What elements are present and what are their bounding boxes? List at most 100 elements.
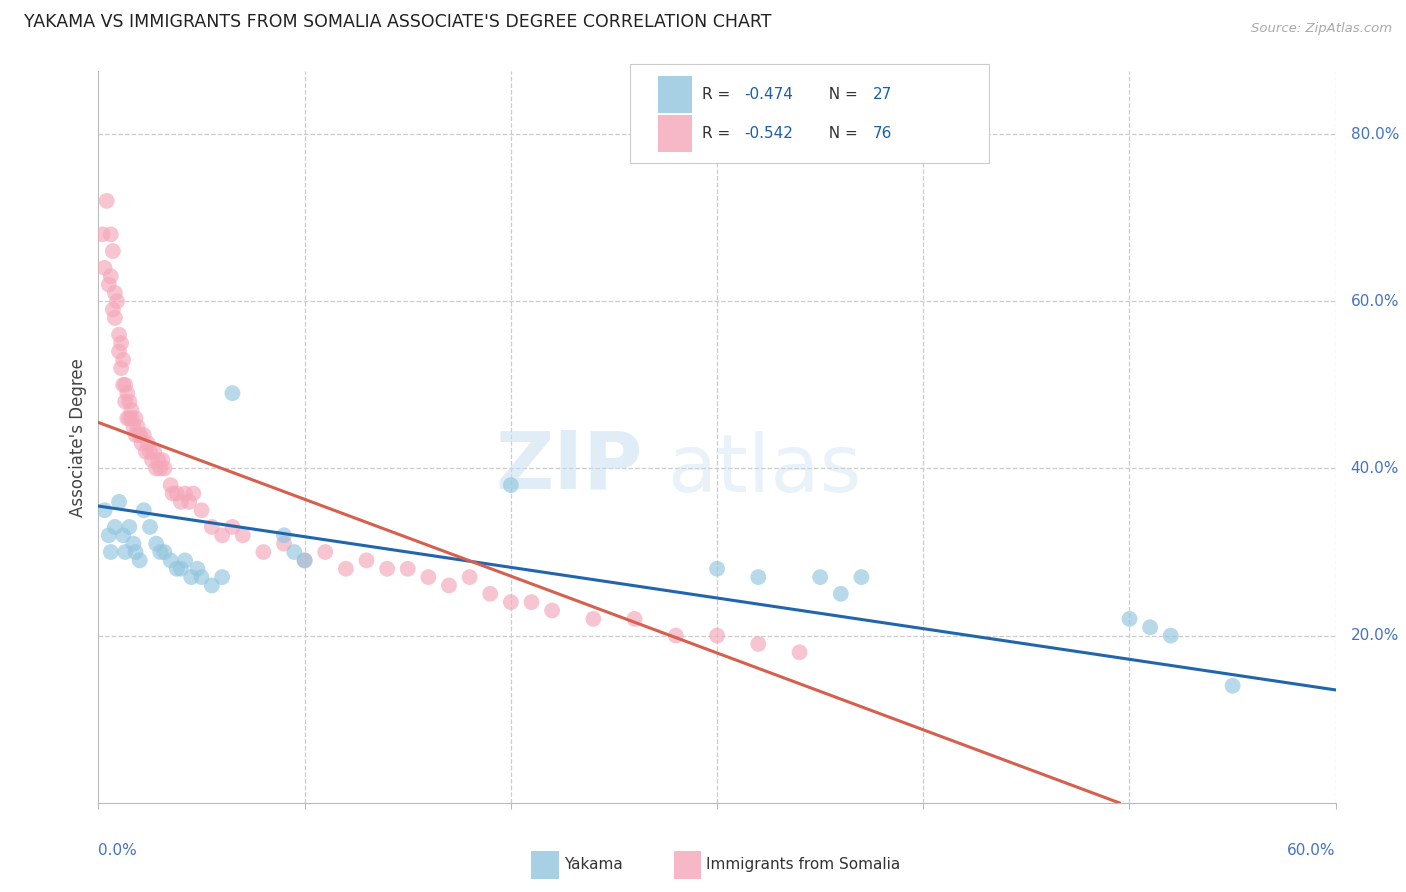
Point: [135, 444, 157, 458]
Point: [112, 352, 135, 367]
Y-axis label: Associate's Degree: Associate's Degree: [69, 358, 87, 516]
Point: [180, 570, 202, 584]
Point: [211, 570, 233, 584]
Point: [201, 520, 224, 534]
Point: [101, 302, 124, 317]
Point: [132, 503, 155, 517]
FancyBboxPatch shape: [658, 77, 692, 113]
Point: [623, 612, 645, 626]
Point: [108, 495, 131, 509]
Text: N =: N =: [818, 126, 862, 141]
Point: [100, 269, 122, 284]
Text: 76: 76: [873, 126, 893, 141]
Point: [143, 444, 166, 458]
Point: [252, 545, 274, 559]
Point: [150, 453, 173, 467]
Text: Immigrants from Somalia: Immigrants from Somalia: [706, 857, 900, 872]
Point: [101, 244, 124, 258]
Point: [120, 411, 142, 425]
Text: 0.0%: 0.0%: [98, 843, 138, 858]
Point: [396, 562, 419, 576]
Point: [789, 645, 811, 659]
Point: [139, 444, 162, 458]
Point: [437, 578, 460, 592]
Point: [153, 461, 176, 475]
Text: N =: N =: [818, 87, 862, 103]
Point: [97, 277, 120, 292]
Text: 40.0%: 40.0%: [1351, 461, 1399, 476]
Point: [96, 194, 118, 208]
Point: [124, 428, 146, 442]
Point: [335, 562, 357, 576]
Text: -0.474: -0.474: [744, 87, 793, 103]
Point: [232, 528, 254, 542]
Point: [458, 570, 481, 584]
Point: [314, 545, 336, 559]
Point: [706, 629, 728, 643]
Point: [174, 486, 197, 500]
Text: 60.0%: 60.0%: [1288, 843, 1336, 858]
Point: [105, 294, 128, 309]
Point: [104, 520, 127, 534]
Point: [124, 545, 146, 559]
Point: [294, 553, 316, 567]
Point: [520, 595, 543, 609]
Point: [110, 336, 132, 351]
Point: [112, 377, 135, 392]
Point: [273, 536, 295, 550]
Point: [145, 461, 167, 475]
Point: [112, 528, 135, 542]
Point: [141, 453, 163, 467]
Point: [706, 562, 728, 576]
Point: [1222, 679, 1244, 693]
Point: [100, 227, 122, 242]
Point: [375, 562, 398, 576]
Point: [110, 361, 132, 376]
Point: [541, 603, 564, 617]
Point: [356, 553, 378, 567]
Point: [1160, 629, 1182, 643]
Point: [159, 553, 181, 567]
Point: [170, 562, 193, 576]
Point: [118, 394, 141, 409]
Point: [1139, 620, 1161, 634]
Text: 80.0%: 80.0%: [1351, 127, 1399, 142]
Point: [179, 495, 201, 509]
Point: [118, 520, 141, 534]
Point: [108, 344, 131, 359]
FancyBboxPatch shape: [658, 115, 692, 152]
Point: [120, 403, 142, 417]
Point: [117, 386, 139, 401]
Text: R =: R =: [702, 87, 735, 103]
Point: [108, 327, 131, 342]
Point: [418, 570, 440, 584]
Point: [114, 394, 136, 409]
Point: [186, 562, 208, 576]
Point: [91, 227, 114, 242]
Point: [479, 587, 502, 601]
Point: [153, 545, 176, 559]
Text: Yakama: Yakama: [564, 857, 623, 872]
Point: [201, 578, 224, 592]
Point: [273, 528, 295, 542]
FancyBboxPatch shape: [673, 851, 702, 879]
Point: [181, 486, 204, 500]
Point: [97, 528, 120, 542]
Point: [665, 629, 688, 643]
Point: [132, 428, 155, 442]
Point: [104, 285, 127, 300]
Point: [221, 520, 243, 534]
Text: ZIP: ZIP: [495, 427, 643, 506]
Point: [174, 553, 197, 567]
Point: [211, 528, 233, 542]
Text: 20.0%: 20.0%: [1351, 628, 1399, 643]
Point: [122, 536, 145, 550]
FancyBboxPatch shape: [630, 64, 990, 162]
Point: [118, 411, 141, 425]
Point: [170, 495, 193, 509]
Point: [93, 260, 115, 275]
Point: [190, 570, 212, 584]
Text: atlas: atlas: [668, 431, 862, 509]
Point: [100, 545, 122, 559]
Point: [808, 570, 831, 584]
